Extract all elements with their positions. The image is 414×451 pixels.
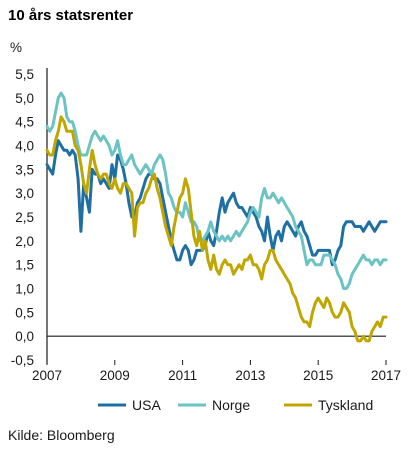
source-note: Kilde: Bloomberg	[8, 427, 115, 443]
series-line-norge	[45, 91, 388, 290]
x-tick-label: 2015	[303, 368, 333, 383]
y-tick-label: 0,0	[15, 329, 34, 344]
y-tick-label: 5,0	[15, 91, 34, 106]
x-tick-label: 2007	[32, 368, 62, 383]
legend-label-usa: USA	[132, 397, 161, 413]
x-tick-label: 2011	[168, 368, 197, 383]
chart-title: 10 års statsrenter	[8, 7, 133, 24]
x-tick-label: 2009	[100, 368, 130, 383]
y-tick-label: 3,5	[15, 162, 34, 177]
y-tick-label: 4,0	[15, 139, 34, 154]
x-tick-label: 2013	[235, 368, 265, 383]
y-tick-label: 5,5	[15, 67, 34, 82]
legend-label-norge: Norge	[212, 397, 250, 413]
y-tick-label: 2,5	[15, 210, 34, 225]
y-tick-label: -0,5	[11, 353, 34, 368]
series-line-usa	[45, 139, 388, 267]
series-line-tyskland	[45, 115, 388, 343]
y-axis-ticks: -0,5 0,0 0,5 1,0 1,5 2,0 2,5 3,0 3,5 4,0 4,5 5,0 5,5	[11, 67, 34, 368]
x-axis-ticks: 2007 2009 2011 2013 2015 2017	[32, 360, 401, 383]
legend-label-tyskland: Tyskland	[318, 397, 373, 413]
x-tick-label: 2017	[371, 368, 401, 383]
y-tick-label: 3,0	[15, 186, 34, 201]
y-tick-label: 4,5	[15, 115, 34, 130]
gridlines	[46, 68, 386, 364]
legend: USA Norge Tyskland	[98, 397, 373, 413]
y-tick-label: 1,0	[15, 282, 34, 297]
y-axis-unit: %	[10, 40, 22, 55]
series-lines	[45, 91, 388, 343]
y-tick-label: 1,5	[15, 258, 34, 273]
y-tick-label: 2,0	[15, 234, 34, 249]
y-tick-label: 0,5	[15, 305, 34, 320]
